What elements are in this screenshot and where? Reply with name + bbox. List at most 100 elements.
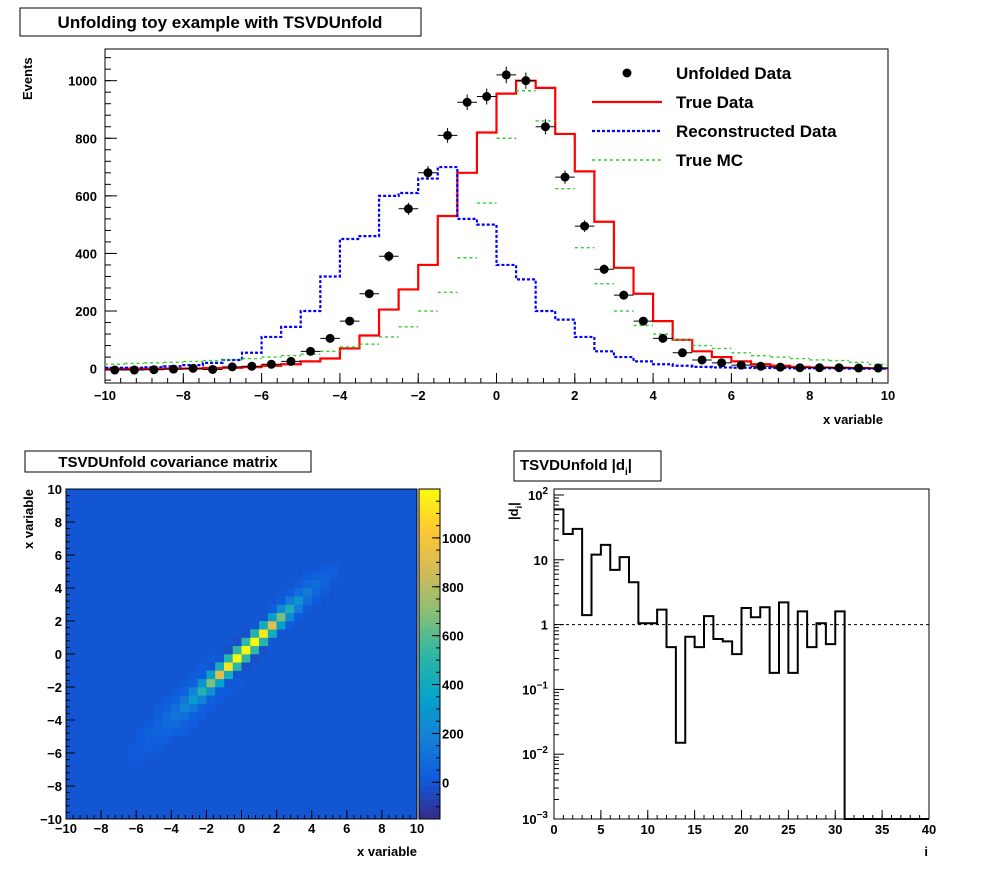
heatmap-cell (206, 670, 216, 680)
colorbar-segment (419, 654, 440, 662)
heatmap-cell (171, 695, 181, 704)
heatmap-cell (144, 720, 155, 729)
colorbar-segment (419, 766, 440, 774)
cov-colorbar: 0 200 400 600 800 1000 (418, 488, 471, 820)
heatmap-cell (294, 588, 304, 597)
d-y-tick-label: 10−3 (522, 810, 548, 827)
colorbar-segment (419, 601, 440, 609)
y-tick-label: 600 (75, 189, 97, 204)
x-tick-label: −2 (411, 388, 426, 403)
heatmap-cell (206, 695, 216, 704)
heatmap-cell (153, 711, 163, 721)
unfolded-data-point (266, 359, 276, 369)
heatmap-cell (241, 629, 251, 638)
heatmap-cell (285, 604, 295, 614)
unfolded-data-point (658, 333, 668, 343)
cov-y-tick-label: 4 (55, 581, 63, 596)
heatmap-cell (241, 654, 251, 663)
heatmap-cell (215, 662, 225, 671)
heatmap-cell (223, 687, 234, 696)
d-x-tick-label: 25 (781, 822, 795, 837)
unfolded-data-point (188, 363, 198, 373)
colorbar-segment (419, 680, 440, 688)
heatmap-cell (294, 604, 304, 614)
y-tick-label: 0 (90, 362, 97, 377)
y-tick-label: 1000 (68, 74, 97, 89)
colorbar-segment (419, 548, 440, 556)
heatmap-cell (188, 687, 198, 696)
reconstructed-data-line (105, 165, 888, 370)
heatmap-cell (259, 637, 269, 647)
unfolded-data-point (756, 361, 766, 371)
top-title: Unfolding toy example with TSVDUnfold (58, 13, 383, 32)
cov-x-tick-label: 8 (378, 821, 385, 836)
heatmap-cell (215, 678, 225, 688)
heatmap-cell (294, 596, 304, 605)
heatmap-cell (197, 662, 207, 671)
cov-y-tick-label: 10 (48, 482, 62, 497)
colorbar-tick-label: 800 (442, 580, 464, 595)
x-tick-label: 8 (806, 388, 813, 403)
cov-y-tick-label: −10 (40, 812, 62, 827)
heatmap-cell (259, 645, 269, 655)
heatmap-cell (197, 687, 207, 696)
colorbar-segment (419, 489, 440, 497)
heatmap-cell (311, 596, 321, 605)
heatmap-cell (162, 736, 172, 746)
unfolded-data-point (834, 363, 844, 373)
d-title-box (513, 450, 662, 482)
heatmap-cell (250, 645, 260, 655)
heatmap-cell (206, 654, 216, 663)
colorbar-segment (419, 634, 440, 642)
colorbar-segment (419, 535, 440, 543)
d-x-tick-label: 10 (641, 822, 655, 837)
unfolded-data-point (364, 289, 374, 299)
d-histogram (554, 508, 929, 820)
heatmap-cell (276, 596, 286, 605)
unfolded-data-point (227, 362, 237, 372)
unfolded-data-point (580, 221, 590, 231)
heatmap-cell (197, 703, 207, 713)
unfolded-data-point (619, 290, 629, 300)
heatmap-cell (144, 728, 155, 737)
heatmap-cell (162, 695, 172, 704)
d-panel: TSVDUnfold |di| 0 5 10 15 20 25 30 35 40 102 10 1 10… (506, 450, 936, 859)
d-x-tick-label: 5 (597, 822, 604, 837)
heatmap-cell (329, 571, 339, 581)
unfolded-data-point (482, 92, 492, 102)
x-tick-label: 4 (649, 388, 657, 403)
heatmap-cell (162, 720, 172, 729)
heatmap-cell (136, 728, 146, 737)
heatmap-cell (180, 728, 190, 737)
cov-x-tick-label: −8 (94, 821, 109, 836)
cov-x-tick-label: 4 (308, 821, 316, 836)
cov-y-tick-label: 2 (55, 614, 62, 629)
heatmap-cell (311, 571, 321, 581)
colorbar-segment (419, 805, 440, 813)
heatmap-cell (294, 612, 304, 622)
d-x-tick-label: 40 (922, 822, 936, 837)
cov-y-tick-label: 6 (55, 548, 62, 563)
colorbar-segment (419, 713, 440, 721)
colorbar-segment (419, 660, 440, 668)
unfolded-data-point (149, 365, 159, 375)
heatmap-cell (311, 579, 321, 589)
colorbar-segment (419, 508, 440, 516)
colorbar-segment (419, 786, 440, 794)
unfolded-data-point (795, 363, 805, 373)
colorbar-segment (419, 522, 440, 530)
heatmap-cell (285, 621, 295, 630)
cov-y-tick-label: −6 (47, 746, 62, 761)
unfolded-data-point (814, 363, 824, 373)
cov-heatmap (66, 489, 417, 819)
heatmap-cell (197, 711, 207, 721)
heatmap-cell (250, 654, 260, 663)
heatmap-cell (153, 728, 163, 737)
colorbar-segment (419, 759, 440, 767)
top-legend: Unfolded Data True Data Reconstructed Data… (592, 64, 837, 170)
heatmap-cell (180, 695, 190, 704)
heatmap-cell (250, 629, 260, 638)
legend-label: True Data (676, 93, 754, 112)
heatmap-cell (153, 720, 163, 729)
unfolded-data-point (736, 360, 746, 370)
